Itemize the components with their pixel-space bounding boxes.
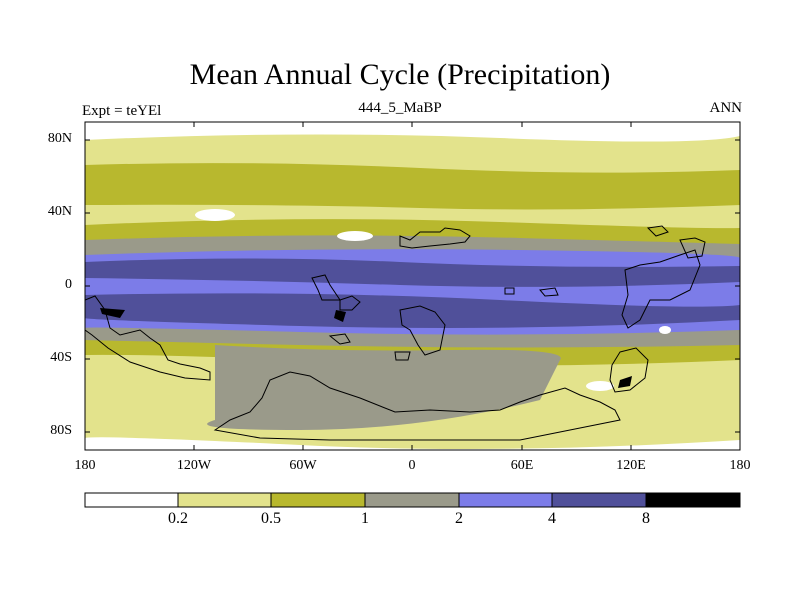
x-tick-60w: 60W — [289, 458, 317, 473]
colorbar-box-6 — [551, 492, 647, 508]
y-tick-40n: 40N — [47, 204, 72, 219]
x-tick-120w: 120W — [176, 458, 212, 473]
x-tick-0: 0 — [408, 458, 416, 473]
page-title: Mean Annual Cycle (Precipitation) — [189, 58, 611, 91]
y-tick-80n: 80N — [47, 131, 72, 146]
colorbar-label: 2 — [455, 510, 463, 527]
colorbar-box-2 — [177, 492, 272, 508]
colorbar-box-4 — [364, 492, 460, 508]
colorbar-label: 4 — [548, 510, 556, 527]
colorbar-box-1 — [84, 492, 179, 508]
case-label: 444_5_MaBP — [358, 100, 442, 116]
season-label: ANN — [709, 100, 743, 116]
x-tick-180e: 180 — [729, 458, 751, 473]
colorbar-label: 8 — [642, 510, 650, 527]
precipitation-field — [85, 122, 740, 450]
colorbar-box-3 — [270, 492, 366, 508]
colorbar-label: 0.5 — [261, 510, 281, 527]
colorbar-label: 0.2 — [168, 510, 188, 527]
y-tick-80s: 80S — [50, 423, 72, 438]
x-tick-120e: 120E — [616, 458, 646, 473]
x-tick-180w: 180 — [74, 458, 96, 473]
y-tick-0: 0 — [65, 277, 72, 292]
colorbar-label: 1 — [361, 510, 369, 527]
colorbar — [84, 492, 741, 508]
x-tick-60e: 60E — [510, 458, 534, 473]
colorbar-box-5 — [458, 492, 553, 508]
axis-ticks — [84, 122, 741, 450]
coastlines — [85, 225, 706, 441]
experiment-label: Expt = teYEl — [82, 103, 162, 119]
y-tick-40s: 40S — [50, 350, 72, 365]
colorbar-box-7 — [645, 492, 741, 508]
